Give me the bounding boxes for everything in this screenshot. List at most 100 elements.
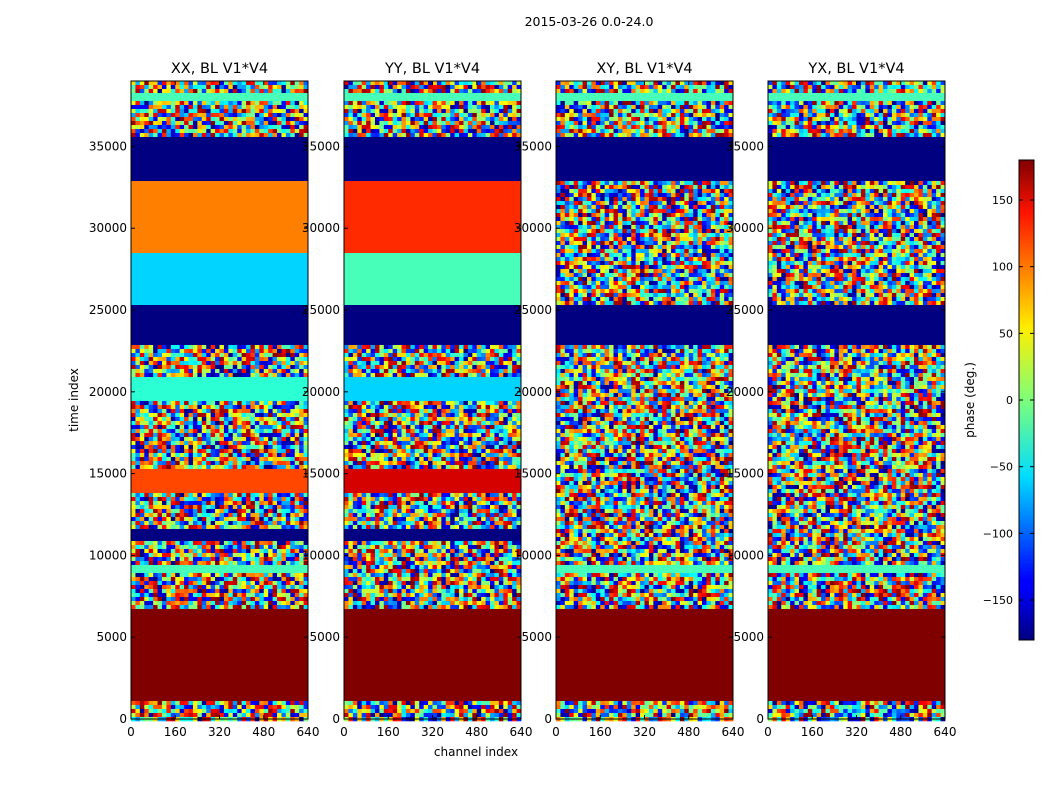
xx-heatmap-cell [277,105,282,110]
yy-heatmap-cell [388,441,394,446]
xx-heatmap-cell [219,601,225,606]
xx-heatmap-cell [161,501,167,506]
xx-heatmap-cell [184,81,189,86]
xx-heatmap-cell [206,101,212,106]
xx-heatmap-cell [131,493,136,498]
yy-heatmap-cell [516,445,522,450]
yy-heatmap-cell [450,421,456,426]
yy-heatmap-cell [383,405,389,410]
yy-heatmap-band [344,229,521,234]
yy-heatmap-cell [498,365,504,370]
xx-heatmap-cell [201,89,207,94]
yy-heatmap-cell [379,353,385,358]
xx-heatmap-cell [285,445,291,450]
xx-heatmap-cell [197,605,203,610]
xx-heatmap-cell [237,105,243,110]
yy-heatmap-cell [352,505,358,510]
xx-heatmap-cell [188,577,194,582]
yy-heatmap-cell [445,569,451,574]
xx-heatmap-cell [206,561,212,566]
yy-heatmap-cell [361,85,367,90]
xx-heatmap-cell [303,453,309,458]
yy-heatmap-cell [405,445,411,450]
xx-heatmap-cell [277,129,282,134]
xx-heatmap-cell [294,701,300,706]
xx-heatmap-cell [135,437,141,442]
yy-heatmap-cell [419,453,425,458]
yy-heatmap-cell [467,369,473,374]
yy-heatmap-cell [485,501,491,506]
yy-heatmap-band [344,317,521,322]
xx-heatmap-cell [201,345,207,350]
xx-heatmap-cell [277,353,282,358]
xx-heatmap-cell [277,365,282,370]
yy-heatmap-cell [344,437,349,442]
xx-heatmap-cell [197,349,203,354]
yy-heatmap-cell [410,413,416,418]
xx-heatmap-cell [254,461,260,466]
xx-heatmap-cell [232,513,238,518]
xx-heatmap-cell [277,705,282,710]
xx-heatmap-cell [303,109,309,114]
yy-heatmap-cell [361,405,367,410]
yy-heatmap-cell [507,413,513,418]
xx-heatmap-cell [268,545,273,550]
xx-heatmap-cell [237,121,243,126]
yy-heatmap-cell [467,545,473,550]
yy-heatmap-cell [401,361,407,366]
xx-heatmap-cell [170,353,176,358]
xx-heatmap-cell [135,89,141,94]
yy-heatmap-cell [436,85,442,90]
xx-heatmap-cell [201,441,207,446]
yy-heatmap-cell [401,525,407,530]
xx-heatmap-band [131,229,308,234]
yy-heatmap-cell [401,461,407,466]
yy-heatmap-cell [432,461,438,466]
xx-heatmap-cell [206,589,212,594]
xx-heatmap-cell [166,709,172,714]
xx-heatmap-cell [192,461,198,466]
yy-heatmap-cell [485,457,491,462]
xx-heatmap-cell [210,521,216,526]
yy-heatmap-cell [405,85,411,90]
xx-heatmap-cell [197,577,203,582]
xx-heatmap-cell [294,577,300,582]
yy-heatmap-cell [463,81,469,86]
xx-heatmap-cell [144,493,150,498]
yy-heatmap-cell [379,465,385,470]
yy-heatmap-cell [494,401,500,406]
xx-heatmap-cell [175,589,181,594]
xx-heatmap-cell [206,425,212,430]
yy-heatmap-cell [392,125,398,130]
xx-heatmap-cell [272,441,278,446]
yy-heatmap-cell [348,409,354,414]
yy-heatmap-cell [490,557,495,562]
yy-heatmap-cell [419,465,425,470]
xx-heatmap-cell [131,101,136,106]
yy-heatmap-cell [512,113,517,118]
yy-heatmap-band [344,149,521,154]
xx-heatmap-cell [210,421,216,426]
yy-heatmap-cell [516,493,522,498]
yy-heatmap-cell [467,357,473,362]
xx-heatmap-cell [148,497,154,502]
xx-heatmap-cell [281,401,287,406]
yy-heatmap-cell [370,425,376,430]
xx-heatmap-cell [188,117,194,122]
yy-heatmap-cell [388,445,394,450]
yy-heatmap-cell [366,513,371,518]
xx-heatmap-cell [166,85,172,90]
xx-heatmap-cell [161,561,167,566]
xx-heatmap-cell [259,457,265,462]
yy-heatmap-cell [405,81,411,86]
yy-heatmap-cell [481,345,486,350]
yy-heatmap-cell [366,429,371,434]
yy-heatmap-cell [490,121,495,126]
xx-heatmap-cell [263,513,269,518]
xx-heatmap-cell [281,561,287,566]
yy-heatmap-cell [450,85,456,90]
yy-heatmap-cell [374,549,380,554]
xx-heatmap-band [131,221,308,226]
xx-heatmap-cell [281,121,287,126]
xx-heatmap-cell [206,705,212,710]
